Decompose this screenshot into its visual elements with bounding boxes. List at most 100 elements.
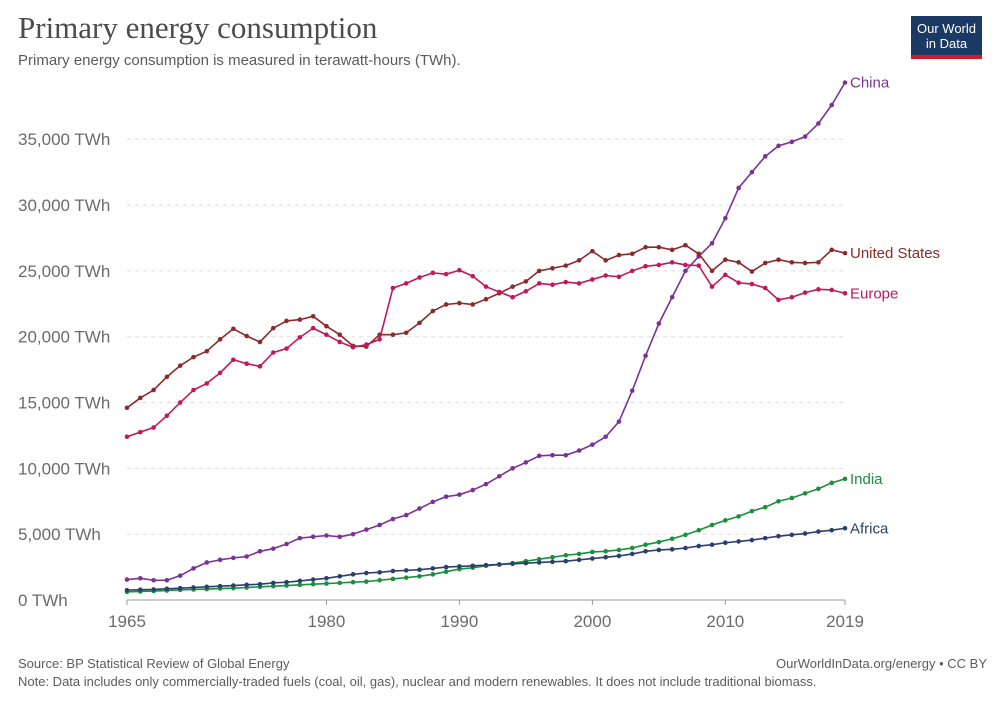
y-tick-label: 30,000 TWh <box>18 196 110 215</box>
data-point <box>749 508 755 514</box>
data-point <box>270 350 276 355</box>
data-point <box>762 535 768 541</box>
data-point <box>829 102 835 108</box>
data-point <box>377 570 382 575</box>
data-point <box>829 287 835 293</box>
data-point <box>403 281 409 286</box>
data-point <box>563 558 569 564</box>
data-point <box>244 582 249 588</box>
data-point <box>629 388 635 393</box>
y-tick-label: 20,000 TWh <box>18 328 110 347</box>
chart-title: Primary energy consumption <box>18 10 378 45</box>
data-point <box>483 481 489 487</box>
data-point <box>124 405 130 411</box>
logo-line-1: Our World <box>917 21 976 36</box>
data-point <box>417 320 422 326</box>
data-point <box>776 533 781 539</box>
logo-line-2: in Data <box>925 36 968 51</box>
y-tick-label: 35,000 TWh <box>18 130 110 149</box>
data-point <box>297 578 303 584</box>
data-point <box>364 579 369 584</box>
data-point <box>191 566 196 571</box>
data-point <box>709 284 715 289</box>
data-point <box>802 134 808 139</box>
series-label-europe: Europe <box>850 285 898 302</box>
data-point <box>297 317 303 322</box>
series-label-china: China <box>850 75 890 92</box>
data-point <box>616 547 622 553</box>
x-tick-label: 1980 <box>308 612 346 630</box>
data-point <box>816 529 821 534</box>
data-point <box>762 154 768 159</box>
data-point <box>270 583 276 589</box>
data-point <box>164 577 170 583</box>
data-point <box>417 506 422 511</box>
data-point <box>736 539 741 544</box>
data-point <box>736 280 741 286</box>
data-point <box>350 579 356 585</box>
data-point <box>377 522 382 528</box>
data-point <box>231 555 236 561</box>
data-point <box>629 551 635 557</box>
data-point <box>590 549 595 555</box>
data-point <box>390 568 396 574</box>
series-line-united-states <box>126 244 846 409</box>
data-point <box>842 290 848 296</box>
data-point <box>443 271 449 277</box>
data-point <box>656 321 662 326</box>
data-point <box>403 568 409 573</box>
data-point <box>683 242 688 248</box>
data-point <box>829 527 835 533</box>
series-label-india: India <box>850 471 883 488</box>
series-label-united-states: United States <box>850 245 940 262</box>
data-point <box>350 572 356 577</box>
data-point <box>337 534 343 540</box>
data-point <box>364 342 369 347</box>
data-point <box>523 560 529 566</box>
data-point <box>284 318 289 324</box>
data-point <box>762 285 768 291</box>
data-point <box>789 294 795 300</box>
data-point <box>523 460 529 465</box>
data-point <box>550 452 555 458</box>
data-point <box>443 569 449 574</box>
data-point <box>124 587 130 593</box>
data-point <box>443 494 449 499</box>
series-line-china <box>126 82 846 582</box>
data-point <box>696 543 702 549</box>
data-point <box>696 251 702 257</box>
data-point <box>364 527 369 532</box>
data-point <box>616 274 622 280</box>
data-point <box>430 566 436 571</box>
data-point <box>510 294 515 300</box>
data-point <box>137 587 143 593</box>
data-point <box>736 260 741 265</box>
data-point <box>616 419 622 424</box>
data-point <box>231 357 236 363</box>
data-point <box>842 476 848 482</box>
data-point <box>536 268 542 274</box>
y-tick-label: 5,000 TWh <box>18 525 101 544</box>
data-point <box>151 387 156 393</box>
data-point <box>789 495 795 501</box>
data-point <box>151 577 156 583</box>
data-point <box>324 332 329 338</box>
data-point <box>496 562 502 567</box>
data-point <box>536 560 542 565</box>
data-point <box>337 339 343 345</box>
data-point <box>270 580 276 586</box>
data-point <box>470 273 476 279</box>
data-point <box>816 287 821 292</box>
data-point <box>510 466 515 471</box>
our-world-in-data-logo[interactable]: Our World in Data <box>911 16 982 59</box>
data-point <box>297 335 303 340</box>
data-point <box>496 473 502 479</box>
data-point <box>204 560 210 565</box>
data-point <box>270 546 276 551</box>
data-point <box>324 581 329 586</box>
data-note: Note: Data includes only commercially-tr… <box>18 674 817 689</box>
data-point <box>656 262 662 268</box>
data-point <box>191 585 196 590</box>
credit-link[interactable]: OurWorldInData.org/energy • CC BY <box>776 656 987 671</box>
data-point <box>377 337 382 342</box>
